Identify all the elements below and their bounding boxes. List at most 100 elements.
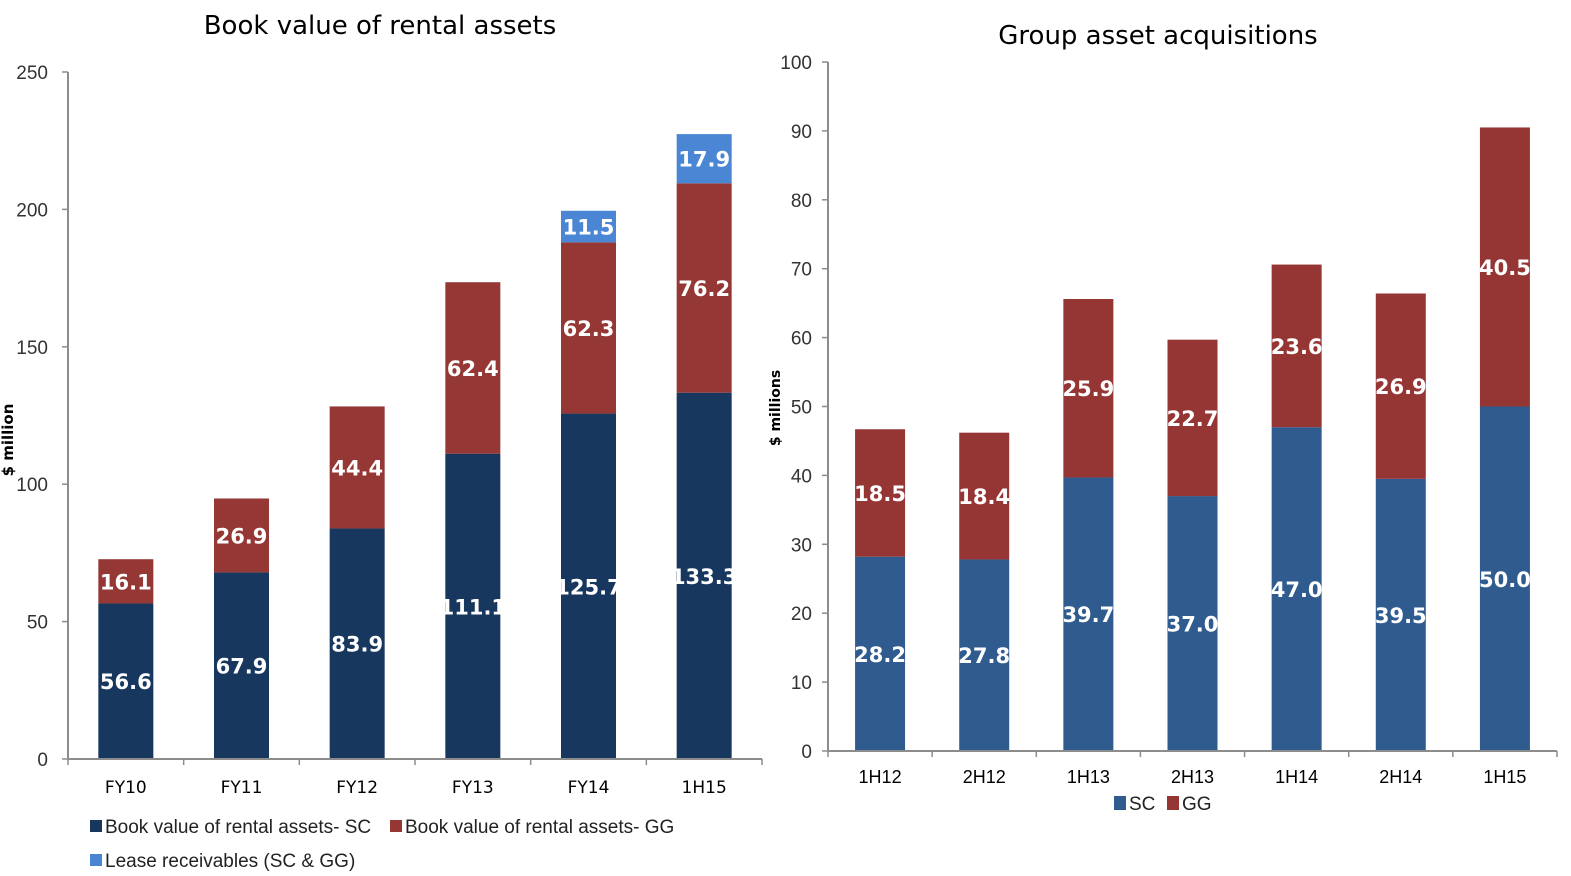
data-label: 27.8 — [958, 644, 1010, 668]
data-label: 40.5 — [1479, 256, 1531, 280]
legend: Book value of rental assets- SC Book val… — [90, 817, 674, 872]
bar-segment-gg — [1479, 127, 1530, 407]
data-label: 125.7 — [555, 575, 621, 599]
data-label: 22.7 — [1167, 407, 1219, 431]
legend-swatch-gg — [390, 820, 402, 832]
x-tick-label: 1H12 — [859, 767, 902, 787]
y-tick-label: 40 — [791, 466, 812, 487]
bar-segment-gg — [959, 432, 1010, 560]
y-tick-label: 100 — [16, 475, 48, 496]
x-tick-label: 1H15 — [1483, 767, 1526, 787]
bar-segment-sc — [855, 556, 906, 751]
data-label: 67.9 — [216, 655, 268, 679]
y-tick-label: 50 — [27, 613, 48, 634]
bar-segment-sc — [959, 559, 1010, 751]
data-label: 16.1 — [100, 570, 152, 594]
y-tick-label: 20 — [791, 604, 812, 625]
bar-segment-book-value-of-rental-assets-sc — [329, 528, 385, 759]
bar-segment-book-value-of-rental-assets-gg — [561, 242, 616, 414]
legend-label-sc: SC — [1129, 794, 1155, 815]
data-label: 37.0 — [1167, 613, 1219, 637]
bar-segment-sc — [1271, 427, 1322, 751]
data-label: 62.3 — [563, 317, 615, 341]
legend-swatch-sc — [1114, 796, 1126, 810]
bar-segment-lease-receivables-sc-gg — [676, 134, 732, 184]
x-tick-label: FY13 — [452, 778, 494, 798]
data-label: 26.9 — [216, 524, 268, 548]
y-tick-label: 70 — [791, 260, 812, 281]
bar-segment-sc — [1375, 478, 1426, 751]
y-tick-label: 50 — [791, 398, 812, 419]
x-tick-label: 2H13 — [1171, 767, 1214, 787]
bar-segment-gg — [855, 429, 906, 557]
x-tick-label: FY10 — [105, 778, 147, 798]
y-tick-label: 0 — [37, 750, 48, 771]
bar-segment-book-value-of-rental-assets-sc — [445, 453, 501, 759]
data-label: 50.0 — [1479, 568, 1531, 592]
bar-segment-gg — [1375, 293, 1426, 479]
legend: SC GG — [1114, 794, 1212, 815]
bar-segment-lease-receivables-sc-gg — [561, 210, 616, 243]
data-label: 25.9 — [1062, 377, 1114, 401]
y-tick-label: 200 — [16, 200, 48, 221]
data-label: 76.2 — [678, 277, 730, 301]
legend-label-gg: GG — [1182, 794, 1212, 815]
bar-segment-sc — [1063, 477, 1114, 751]
bar-segment-gg — [1167, 339, 1218, 497]
chart-title: Group asset acquisitions — [998, 21, 1317, 51]
y-tick-label: 80 — [791, 191, 812, 212]
legend-swatch-gg — [1167, 796, 1179, 810]
bar-segment-book-value-of-rental-assets-sc — [676, 392, 732, 759]
bar-segment-book-value-of-rental-assets-sc — [561, 413, 616, 759]
legend-label-lease: Lease receivables (SC & GG) — [105, 851, 355, 872]
bar-segment-book-value-of-rental-assets-gg — [676, 183, 732, 393]
bar-segment-book-value-of-rental-assets-gg — [214, 498, 269, 573]
data-label: 47.0 — [1271, 578, 1323, 602]
y-tick-label: 90 — [791, 122, 812, 143]
legend-label-sc: Book value of rental assets- SC — [105, 817, 371, 838]
y-tick-label: 150 — [16, 338, 48, 359]
data-label: 26.9 — [1375, 375, 1427, 399]
data-label: 18.4 — [958, 485, 1010, 509]
legend-swatch-sc — [90, 820, 102, 832]
x-tick-label: 1H13 — [1067, 767, 1110, 787]
data-label: 18.5 — [854, 482, 906, 506]
x-tick-label: 1H14 — [1275, 767, 1318, 787]
data-label: 133.3 — [671, 565, 737, 589]
legend-label-gg: Book value of rental assets- GG — [405, 817, 674, 838]
data-label: 111.1 — [440, 595, 506, 619]
chart-book-value: Book value of rental assets $ million 0 5… — [0, 11, 763, 872]
y-tick-label: 60 — [791, 329, 812, 350]
legend-swatch-lease — [90, 854, 102, 866]
data-label: 39.7 — [1062, 603, 1114, 627]
x-tick-label: FY11 — [221, 778, 263, 798]
bar-segment-book-value-of-rental-assets-sc — [214, 572, 269, 759]
x-tick-label: FY12 — [336, 778, 378, 798]
data-label: 83.9 — [331, 633, 383, 657]
bar-segment-sc — [1167, 496, 1218, 751]
x-tick-label: FY14 — [568, 778, 610, 798]
y-axis-label: $ million — [0, 404, 17, 477]
data-label: 17.9 — [678, 148, 730, 172]
data-label: 44.4 — [331, 456, 383, 480]
data-label: 23.6 — [1271, 335, 1323, 359]
y-tick-label: 0 — [801, 742, 812, 763]
y-tick-label: 100 — [780, 53, 812, 74]
x-tick-label: 2H14 — [1379, 767, 1422, 787]
chart-title: Book value of rental assets — [204, 11, 557, 41]
bar-segment-gg — [1271, 264, 1322, 428]
y-tick-label: 250 — [16, 63, 48, 84]
data-label: 39.5 — [1375, 604, 1427, 628]
x-tick-label: 1H15 — [682, 778, 727, 798]
x-tick-label: 2H12 — [963, 767, 1006, 787]
data-label: 56.6 — [100, 670, 152, 694]
y-tick-label: 10 — [791, 673, 812, 694]
bar-segment-book-value-of-rental-assets-gg — [98, 559, 154, 604]
data-label: 11.5 — [563, 216, 615, 240]
data-label: 62.4 — [447, 357, 499, 381]
bar-segment-gg — [1063, 299, 1114, 478]
data-label: 28.2 — [854, 643, 906, 667]
bar-segment-book-value-of-rental-assets-gg — [329, 406, 385, 529]
bar-segment-book-value-of-rental-assets-sc — [98, 603, 154, 759]
